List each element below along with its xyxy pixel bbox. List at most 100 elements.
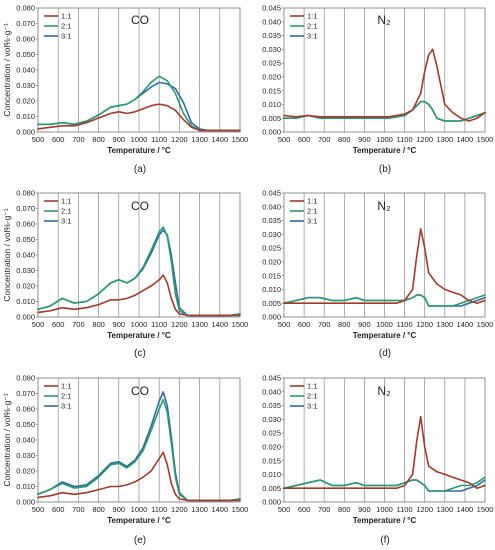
x-tick-label: 900 xyxy=(113,135,126,144)
x-tick-label: 900 xyxy=(358,135,371,144)
series-line-2-1 xyxy=(283,476,486,492)
panel-label: (e) xyxy=(134,535,146,546)
x-tick-label: 1500 xyxy=(477,320,494,329)
legend-label: 2:1 xyxy=(307,392,317,401)
x-tick-label: 700 xyxy=(318,320,331,329)
x-tick-label: 1000 xyxy=(376,135,393,144)
y-tick-label: 0.080 xyxy=(16,374,35,383)
legend-label: 1:1 xyxy=(61,197,71,206)
x-tick-label: 500 xyxy=(32,135,45,144)
x-tick-label: 700 xyxy=(318,505,331,514)
y-tick-label: 0.080 xyxy=(16,4,35,13)
y-tick-label: 0.005 xyxy=(262,114,281,123)
y-tick-label: 0.010 xyxy=(262,285,281,294)
plot-frame xyxy=(283,377,486,503)
x-tick-label: 500 xyxy=(32,320,45,329)
legend-label: 1:1 xyxy=(307,382,317,391)
panel-label: (c) xyxy=(134,348,146,359)
series-line-1-1 xyxy=(283,415,486,490)
chart-panel-c: 500 600 700 800 900 1000 1100 1200 1300 1400 1500 0… xyxy=(2,189,248,359)
y-tick-label: 0.020 xyxy=(16,97,35,106)
chart-panel-e: 500 600 700 800 900 1000 1100 1200 1300 1400 1500 0… xyxy=(2,374,248,546)
gas-label: CO xyxy=(131,13,149,27)
legend-label: 3:1 xyxy=(307,32,317,41)
x-tick-label: 1300 xyxy=(436,505,453,514)
x-tick-label: 800 xyxy=(92,505,105,514)
legend-label: 1:1 xyxy=(307,197,317,206)
x-tick-label: 1300 xyxy=(436,135,453,144)
chart-panel-a: 500 600 700 800 900 1000 1100 1200 1300 1400 1500 0… xyxy=(2,4,248,175)
x-tick-label: 1100 xyxy=(151,320,167,329)
x-axis-label: Temperature / °C xyxy=(353,146,417,155)
y-tick-label: 0.010 xyxy=(16,482,35,491)
x-tick-label: 1000 xyxy=(131,320,148,329)
y-tick-label: 0.045 xyxy=(262,4,281,13)
legend-label: 1:1 xyxy=(307,12,317,21)
x-tick-label: 500 xyxy=(278,320,291,329)
x-tick-label: 1200 xyxy=(171,135,188,144)
y-tick-label: 0.025 xyxy=(262,59,281,68)
x-axis-label: Temperature / °C xyxy=(353,331,417,340)
x-tick-label: 700 xyxy=(72,505,85,514)
gas-label: N₂ xyxy=(377,384,391,398)
y-tick-label: 0.045 xyxy=(262,189,281,198)
y-tick-label: 0.035 xyxy=(262,31,281,40)
x-axis-label: Temperature / °C xyxy=(107,331,171,340)
y-tick-label: 0.020 xyxy=(16,282,35,291)
chart-panel-f: 500 600 700 800 900 1000 1100 1200 1300 1400 1500 0… xyxy=(262,374,493,546)
y-tick-label: 0.015 xyxy=(262,456,281,465)
y-tick-label: 0.040 xyxy=(16,66,35,75)
x-tick-label: 900 xyxy=(113,505,126,514)
y-tick-label: 0.070 xyxy=(16,389,35,398)
gas-label: CO xyxy=(131,384,149,398)
y-tick-label: 0.020 xyxy=(262,257,281,266)
x-tick-label: 1500 xyxy=(232,320,249,329)
x-tick-label: 1400 xyxy=(211,320,228,329)
x-tick-label: 1500 xyxy=(232,505,249,514)
y-tick-label: 0.040 xyxy=(262,387,281,396)
legend-label: 2:1 xyxy=(61,392,71,401)
y-tick-label: 0.060 xyxy=(16,35,35,44)
legend-label: 1:1 xyxy=(61,12,71,21)
y-tick-label: 0.050 xyxy=(16,235,35,244)
y-tick-label: 0.040 xyxy=(16,251,35,260)
y-tick-label: 0.050 xyxy=(16,420,35,429)
x-tick-label: 800 xyxy=(338,505,351,514)
x-tick-label: 1200 xyxy=(416,320,433,329)
x-tick-label: 1500 xyxy=(232,135,249,144)
plot-frame xyxy=(283,192,486,318)
y-tick-label: 0.070 xyxy=(16,19,35,28)
y-tick-label: 0.030 xyxy=(16,266,35,275)
legend-label: 3:1 xyxy=(307,402,317,411)
legend-label: 2:1 xyxy=(61,22,71,31)
x-tick-label: 800 xyxy=(92,320,105,329)
x-tick-label: 1200 xyxy=(171,505,188,514)
y-tick-label: 0.040 xyxy=(16,436,35,445)
x-axis-label: Temperature / °C xyxy=(107,516,171,525)
y-tick-label: 0.030 xyxy=(262,45,281,54)
gas-label: CO xyxy=(131,199,149,213)
x-tick-label: 1400 xyxy=(211,135,228,144)
y-tick-label: 0.035 xyxy=(262,401,281,410)
series-line-1-1 xyxy=(283,48,486,122)
chart-panel-b: 500 600 700 800 900 1000 1100 1200 1300 1400 1500 0… xyxy=(262,4,493,175)
x-tick-label: 1300 xyxy=(191,320,208,329)
x-tick-label: 1300 xyxy=(191,135,208,144)
y-tick-label: 0.040 xyxy=(262,202,281,211)
x-tick-label: 900 xyxy=(358,320,371,329)
x-tick-label: 500 xyxy=(32,505,45,514)
panel-label: (d) xyxy=(379,348,391,359)
x-tick-label: 1300 xyxy=(436,320,453,329)
series-line-1-1 xyxy=(37,274,241,317)
y-axis-label: Concentration / vol%·g⁻¹ xyxy=(2,23,12,116)
legend-label: 3:1 xyxy=(61,32,71,41)
gas-label: N₂ xyxy=(377,199,391,213)
y-tick-label: 0.000 xyxy=(262,498,281,507)
x-tick-label: 1100 xyxy=(397,320,413,329)
x-tick-label: 600 xyxy=(52,320,65,329)
y-tick-label: 0.015 xyxy=(262,271,281,280)
y-tick-label: 0.000 xyxy=(16,128,35,137)
x-tick-label: 600 xyxy=(52,505,65,514)
y-tick-label: 0.030 xyxy=(16,451,35,460)
x-tick-label: 800 xyxy=(338,135,351,144)
